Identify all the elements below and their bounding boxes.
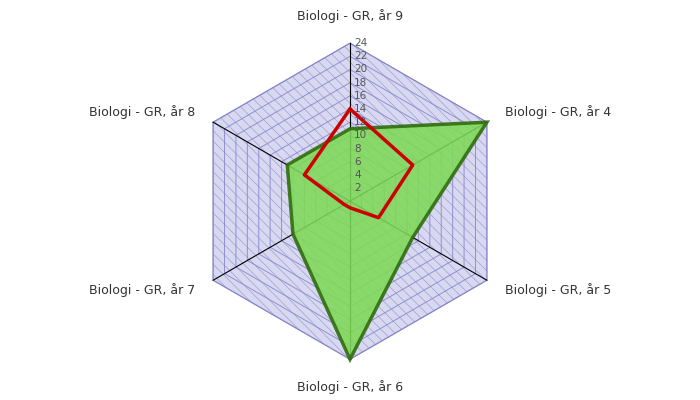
Text: Biologi - GR, år 9: Biologi - GR, år 9 <box>297 9 403 23</box>
Text: 4: 4 <box>354 170 360 180</box>
Text: 8: 8 <box>354 144 360 154</box>
Text: Biologi - GR, år 8: Biologi - GR, år 8 <box>89 105 195 119</box>
Text: Biologi - GR, år 4: Biologi - GR, år 4 <box>505 105 611 119</box>
Text: Biologi - GR, år 6: Biologi - GR, år 6 <box>297 380 403 394</box>
Text: 10: 10 <box>354 130 367 140</box>
Text: Biologi - GR, år 5: Biologi - GR, år 5 <box>505 284 611 298</box>
Text: 24: 24 <box>354 38 368 48</box>
Text: 22: 22 <box>354 51 368 61</box>
Text: 6: 6 <box>354 157 360 167</box>
Text: 12: 12 <box>354 117 368 127</box>
Text: 2: 2 <box>354 183 360 193</box>
Text: 14: 14 <box>354 104 368 114</box>
Text: Biologi - GR, år 7: Biologi - GR, år 7 <box>89 284 195 298</box>
Text: 20: 20 <box>354 64 367 74</box>
Polygon shape <box>287 122 487 359</box>
Text: 18: 18 <box>354 78 368 88</box>
Text: 16: 16 <box>354 91 368 101</box>
Polygon shape <box>213 43 487 359</box>
